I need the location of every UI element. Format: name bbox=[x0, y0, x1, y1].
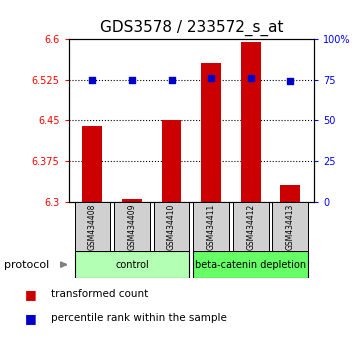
Text: protocol: protocol bbox=[4, 259, 49, 270]
Bar bbox=[74, 202, 110, 251]
Text: GSM434408: GSM434408 bbox=[88, 203, 97, 250]
Bar bbox=[193, 251, 308, 278]
Bar bbox=[162, 120, 182, 202]
Bar bbox=[154, 202, 190, 251]
Point bbox=[248, 75, 254, 81]
Bar bbox=[122, 199, 142, 202]
Text: beta-catenin depletion: beta-catenin depletion bbox=[195, 259, 306, 270]
Text: GSM434412: GSM434412 bbox=[246, 204, 255, 250]
Bar bbox=[201, 63, 221, 202]
Bar bbox=[273, 202, 308, 251]
Bar bbox=[241, 42, 261, 202]
Text: percentile rank within the sample: percentile rank within the sample bbox=[51, 313, 227, 323]
Bar bbox=[280, 185, 300, 202]
Point bbox=[169, 77, 174, 82]
Text: GSM434411: GSM434411 bbox=[206, 204, 216, 250]
Text: GSM434410: GSM434410 bbox=[167, 203, 176, 250]
Point bbox=[287, 79, 293, 84]
Text: GSM434413: GSM434413 bbox=[286, 203, 295, 250]
Text: ■: ■ bbox=[25, 288, 36, 301]
Bar bbox=[193, 202, 229, 251]
Text: control: control bbox=[115, 259, 149, 270]
Bar bbox=[82, 126, 102, 202]
Bar bbox=[74, 251, 190, 278]
Text: ■: ■ bbox=[25, 312, 36, 325]
Bar bbox=[114, 202, 150, 251]
Point bbox=[90, 77, 95, 82]
Text: transformed count: transformed count bbox=[51, 289, 148, 299]
Text: GSM434409: GSM434409 bbox=[127, 203, 136, 250]
Bar bbox=[233, 202, 269, 251]
Point bbox=[208, 75, 214, 81]
Title: GDS3578 / 233572_s_at: GDS3578 / 233572_s_at bbox=[100, 20, 283, 36]
Point bbox=[129, 77, 135, 82]
